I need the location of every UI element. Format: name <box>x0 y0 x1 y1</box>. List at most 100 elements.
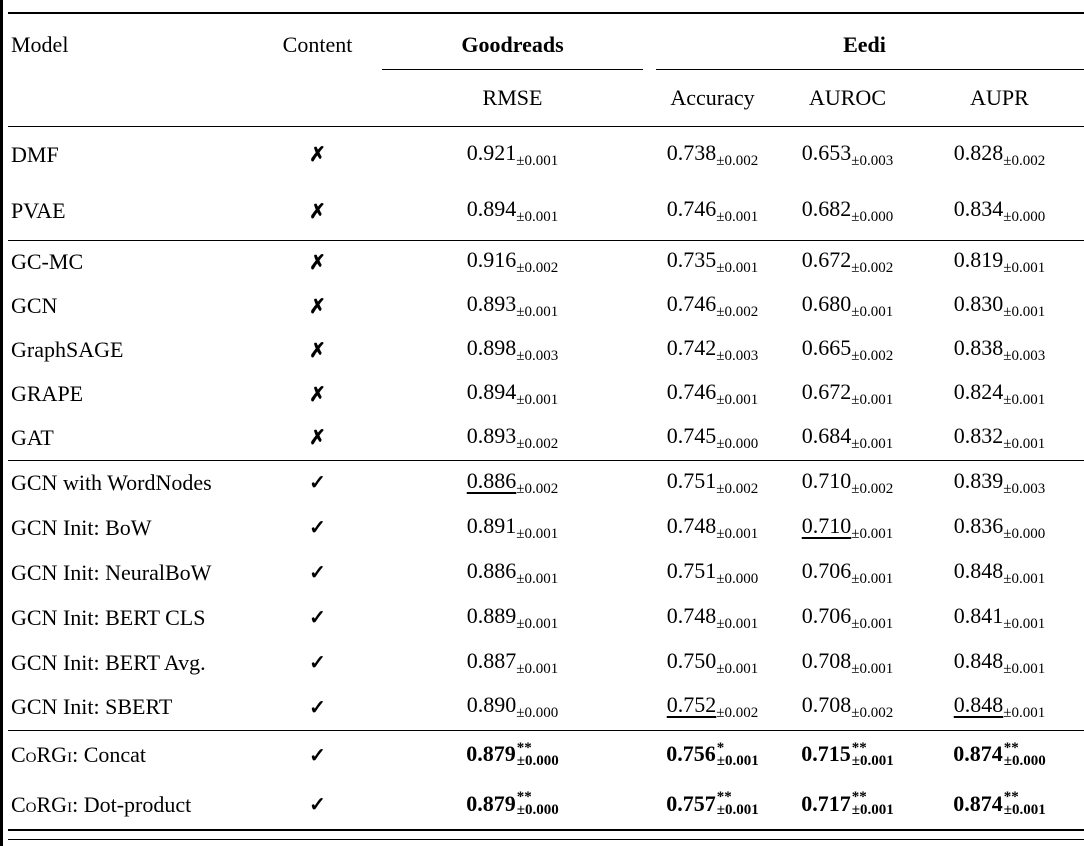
metric-value-cell: 0.756 * ±0.001 <box>645 729 780 780</box>
metric-value-cell: 0.886±0.001 <box>380 550 645 595</box>
significance-stars: ** <box>516 740 532 757</box>
metric-value-cell: 0.672±0.002 <box>780 239 915 284</box>
metric-value-cell: 0.893±0.002 <box>380 416 645 460</box>
metric-value: 0.893 <box>466 291 517 316</box>
model-name-cell: GCN with WordNodes <box>8 459 255 505</box>
metric-value-cell: 0.879 ** ±0.000 <box>380 729 645 780</box>
metric-value: 0.653 <box>801 139 852 165</box>
results-table: Model Content Goodreads Eedi RMSE Accura… <box>8 12 1084 831</box>
metric-value: 0.706 <box>801 602 852 628</box>
stddev-subscript: ±0.003 <box>516 348 559 364</box>
metric-value: 0.848 <box>953 557 1004 583</box>
metric-value: 0.756 <box>666 741 716 767</box>
metric-value: 0.751 <box>666 467 717 493</box>
table-row: GCN with WordNodes ✓ 0.886±0.002 0.751±0.00… <box>8 459 1084 505</box>
metric-value: 0.742 <box>666 335 717 360</box>
stddev-subscript: ±0.001 <box>1003 570 1046 587</box>
significance-stars: ** <box>851 789 867 806</box>
check-icon: ✓ <box>309 744 326 767</box>
cross-icon: ✗ <box>309 339 326 362</box>
model-name-smallcaps: CoRGi <box>11 791 73 817</box>
significance-stars: ** <box>1003 789 1019 806</box>
stddev-subscript: ±0.001 <box>1003 435 1046 452</box>
model-name-cell: GCN <box>11 293 58 318</box>
metric-value-cell: 0.828±0.002 <box>915 126 1084 183</box>
stddev-subscript: ±0.001 <box>516 615 559 632</box>
stddev-subscript: ±0.001 <box>716 525 759 542</box>
stddev-subscript: ±0.002 <box>516 480 559 497</box>
table-row: CoRGi: Dot-product ✓ 0.879 ** ±0.000 0.757 ** ±… <box>8 780 1084 831</box>
metric-value: 0.886 <box>466 467 517 493</box>
table-row: GRAPE ✗ 0.894±0.001 0.746±0.001 0.672±0.001 0… <box>8 372 1084 416</box>
metric-value-cell: 0.738±0.002 <box>645 126 780 183</box>
metric-value-cell: 0.874 ** ±0.000 <box>915 729 1084 780</box>
cross-icon: ✗ <box>309 427 326 450</box>
check-icon: ✓ <box>309 652 326 674</box>
table-row: GCN Init: SBERT ✓ 0.890±0.000 0.752±0.002 0.… <box>8 685 1084 730</box>
header-row-groups: Model Content Goodreads Eedi <box>8 13 1084 70</box>
content-flag-cell: ✓ <box>255 640 380 685</box>
stddev-subscript: ±0.002 <box>851 260 894 277</box>
stddev-subscript: ±0.002 <box>716 304 759 320</box>
content-flag-cell: ✓ <box>255 595 380 640</box>
stddev-subscript: ±0.002 <box>716 480 759 497</box>
metric-value: 0.898 <box>466 335 517 360</box>
metric-value: 0.746 <box>666 291 717 316</box>
metric-value: 0.752 <box>666 692 717 718</box>
metric-value: 0.893 <box>466 422 517 448</box>
model-name-cell: CoRGi: Concat <box>8 729 255 780</box>
stddev-subscript: ±0.001 <box>851 392 894 408</box>
metric-value: 0.874 <box>953 790 1003 816</box>
stddev-subscript: ±0.001 <box>851 304 894 320</box>
check-icon: ✓ <box>309 517 326 539</box>
metric-value-cell: 0.894±0.001 <box>380 372 645 416</box>
metric-value-cell: 0.748±0.001 <box>645 595 780 640</box>
metric-value-cell: 0.710±0.001 <box>780 505 915 550</box>
metric-value-cell: 0.889±0.001 <box>380 595 645 640</box>
metric-value-cell: 0.894±0.001 <box>380 183 645 240</box>
metric-value-cell: 0.757 ** ±0.001 <box>645 780 780 831</box>
metric-value-cell: 0.752±0.002 <box>645 685 780 730</box>
metric-value: 0.921 <box>466 139 517 165</box>
metric-value-cell: 0.834±0.000 <box>915 183 1084 240</box>
metric-value-cell: 0.710±0.002 <box>780 459 915 505</box>
stddev-subscript: ±0.001 <box>851 615 894 632</box>
stddev-subscript: ±0.000 <box>516 705 559 722</box>
frame-left-border <box>0 0 3 846</box>
stddev-subscript: ±0.000 <box>716 570 759 587</box>
stddev-subscript: ±0.002 <box>851 480 894 497</box>
metric-value: 0.746 <box>666 196 717 222</box>
metric-value-cell: 0.841±0.001 <box>915 595 1084 640</box>
value-sup-sub-stack: ** ±0.001 <box>852 741 894 769</box>
metric-value-cell: 0.746±0.001 <box>645 183 780 240</box>
metric-value: 0.710 <box>801 512 852 538</box>
metric-value-cell: 0.887±0.001 <box>380 640 645 685</box>
metric-value: 0.751 <box>666 557 717 583</box>
metric-value: 0.894 <box>466 196 517 222</box>
cross-icon: ✗ <box>309 383 326 406</box>
stddev-subscript: ±0.001 <box>516 570 559 587</box>
metric-value: 0.889 <box>466 602 517 628</box>
metric-value: 0.706 <box>801 557 852 583</box>
table-header: Model Content Goodreads Eedi RMSE Accura… <box>8 13 1084 127</box>
metric-value-cell: 0.665±0.002 <box>780 328 915 372</box>
table-row: GraphSAGE ✗ 0.898±0.003 0.742±0.003 0.665±0.… <box>8 328 1084 372</box>
stddev-subscript: ±0.002 <box>1003 152 1046 169</box>
model-name-cell: GAT <box>11 424 54 450</box>
metric-value-cell: 0.838±0.003 <box>915 328 1084 372</box>
metric-value: 0.672 <box>801 247 852 273</box>
significance-stars: * <box>716 740 725 757</box>
metric-value-cell: 0.706±0.001 <box>780 550 915 595</box>
section-baselines: DMF ✗ 0.921±0.001 0.738±0.002 0.653±0.003 0.8… <box>8 126 1084 240</box>
stddev-subscript: ±0.003 <box>1003 348 1046 364</box>
metric-value-cell: 0.717 ** ±0.001 <box>780 780 915 831</box>
stddev-subscript: ±0.001 <box>716 753 759 770</box>
model-name-cell: GCN Init: BoW <box>11 514 152 540</box>
metric-value: 0.684 <box>801 422 852 448</box>
metric-value-cell: 0.839±0.003 <box>915 459 1084 505</box>
model-name-cell: CoRGi: Dot-product <box>8 780 255 831</box>
metric-value-cell: 0.886±0.002 <box>380 459 645 505</box>
content-flag-cell: ✗ <box>255 416 380 460</box>
metric-value: 0.879 <box>466 741 516 767</box>
stddev-subscript: ±0.000 <box>1003 753 1046 770</box>
